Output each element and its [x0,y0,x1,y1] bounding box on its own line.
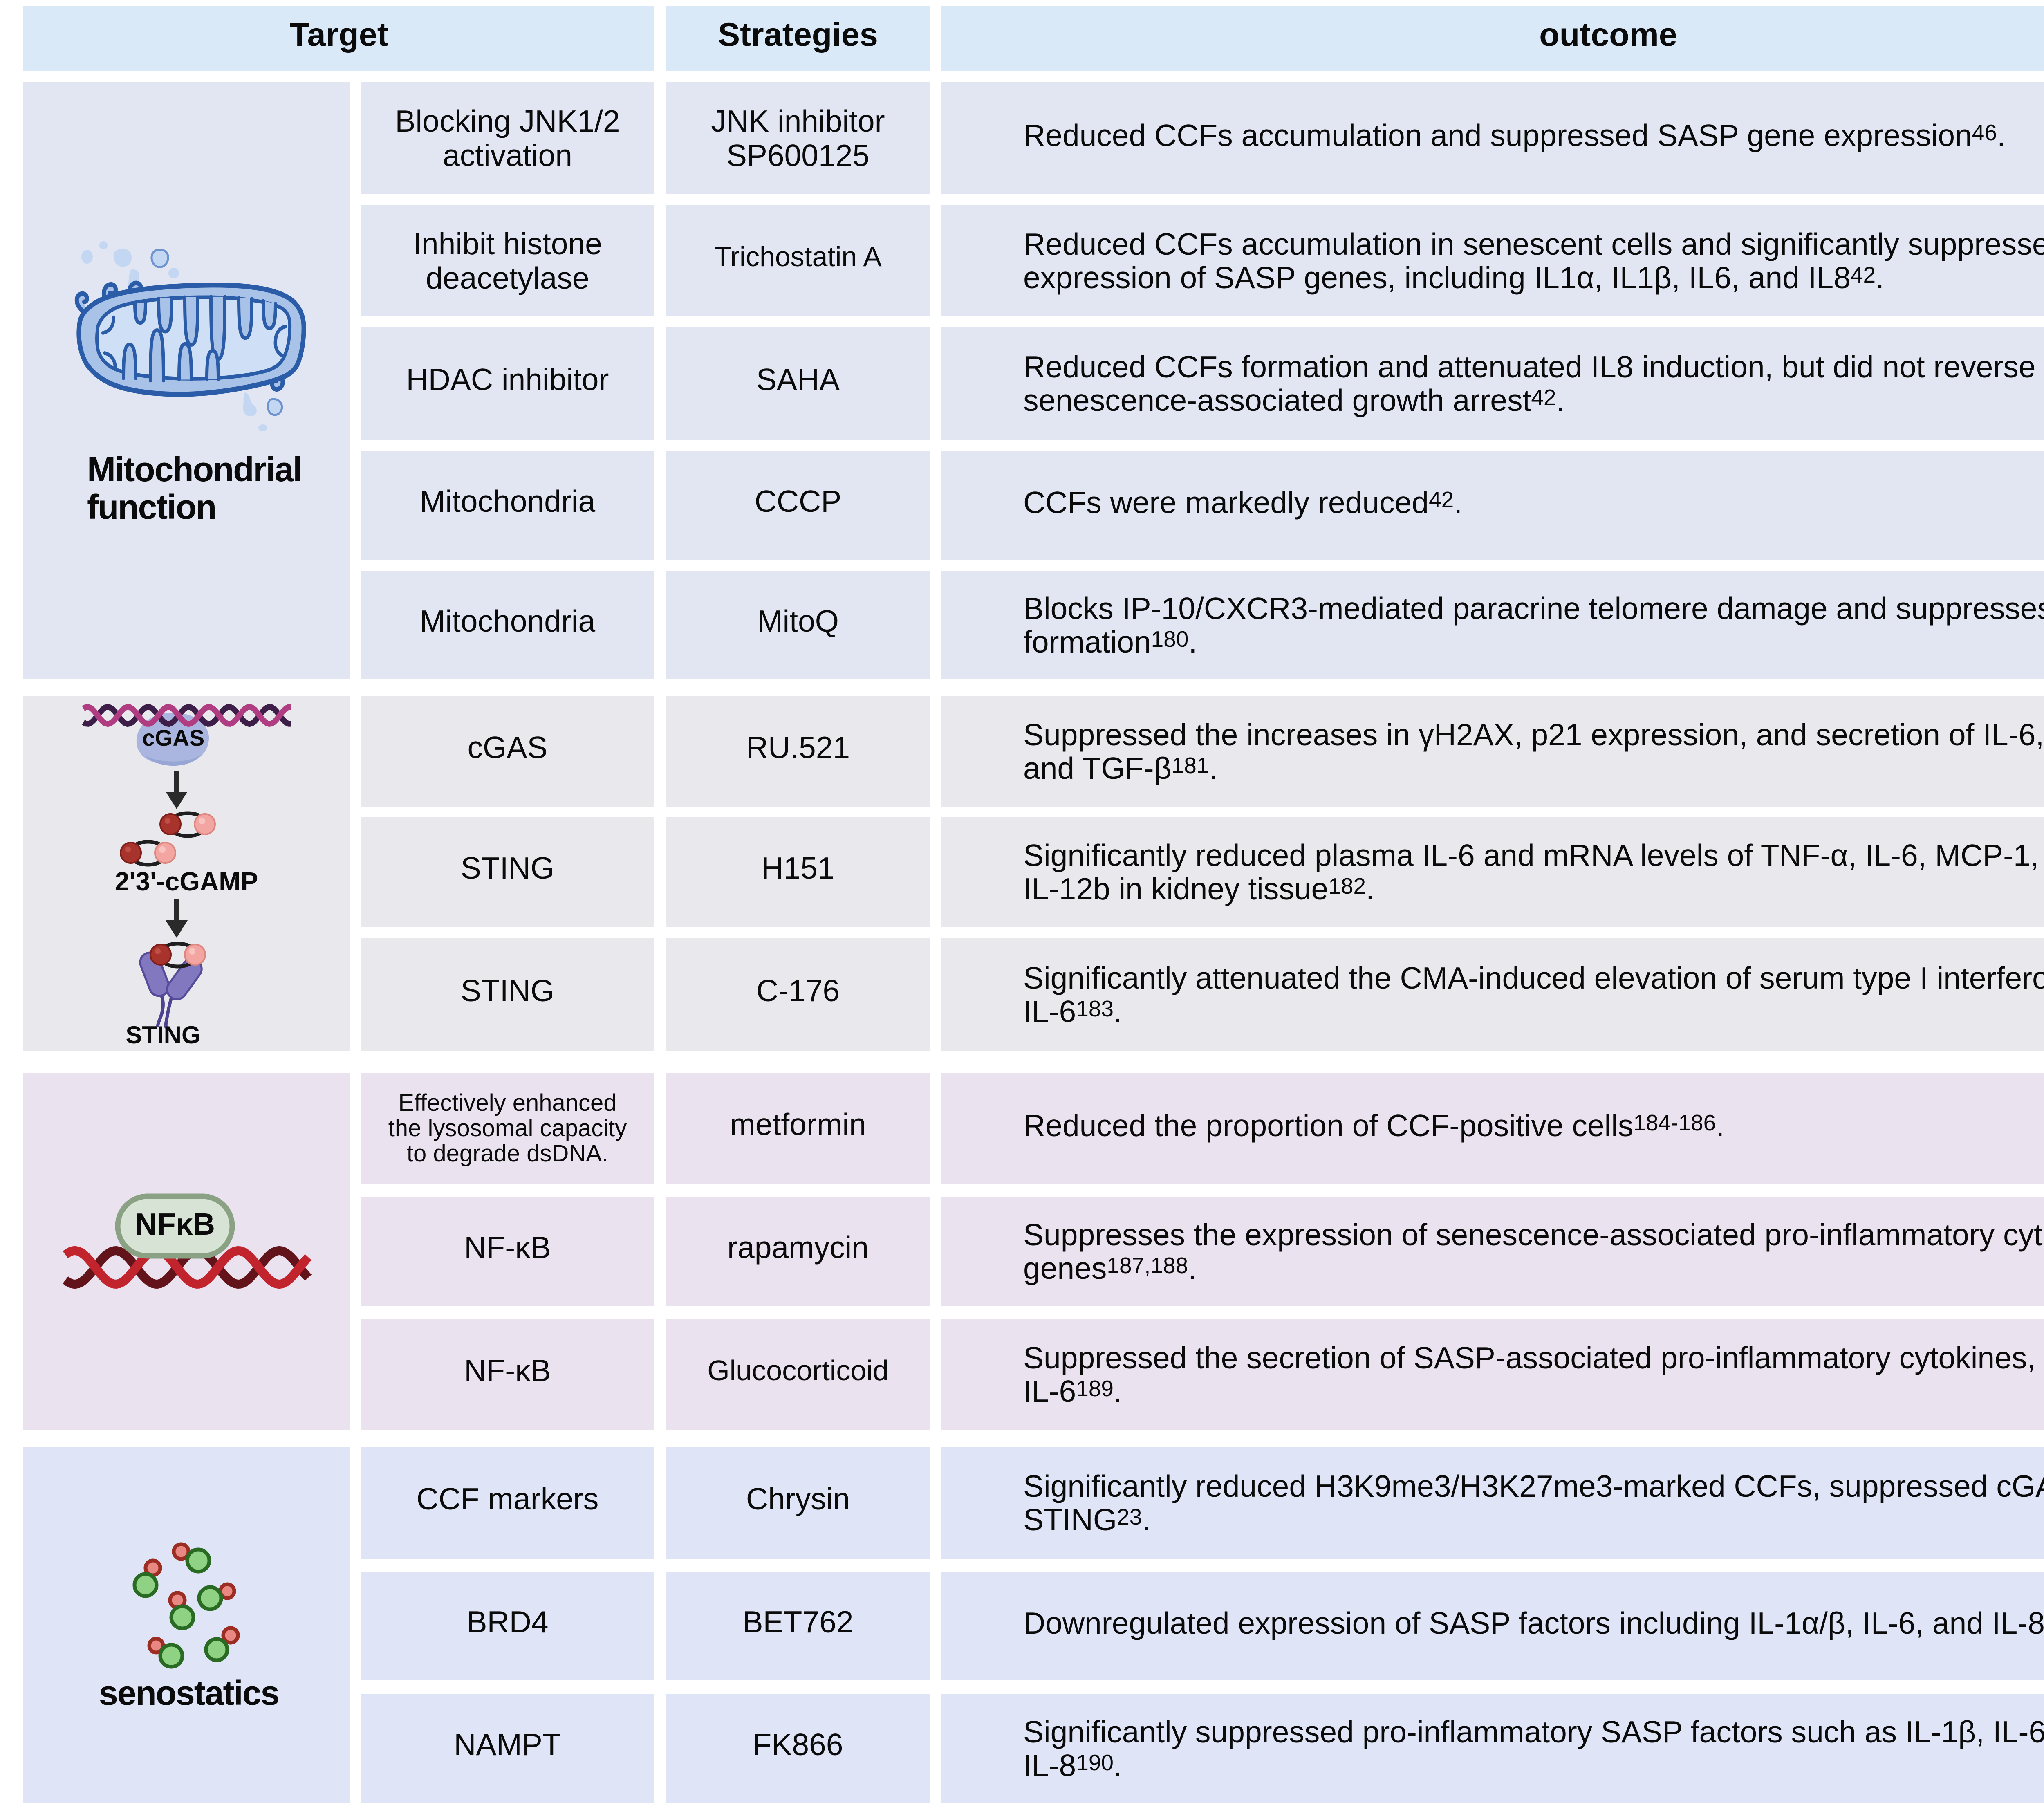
svg-text:2'3'-cGAMP: 2'3'-cGAMP [115,867,258,896]
svg-text:STING: STING [126,1021,200,1049]
svg-text:NFκB: NFκB [135,1207,215,1241]
svg-text:cGAS: cGAS [142,725,205,751]
